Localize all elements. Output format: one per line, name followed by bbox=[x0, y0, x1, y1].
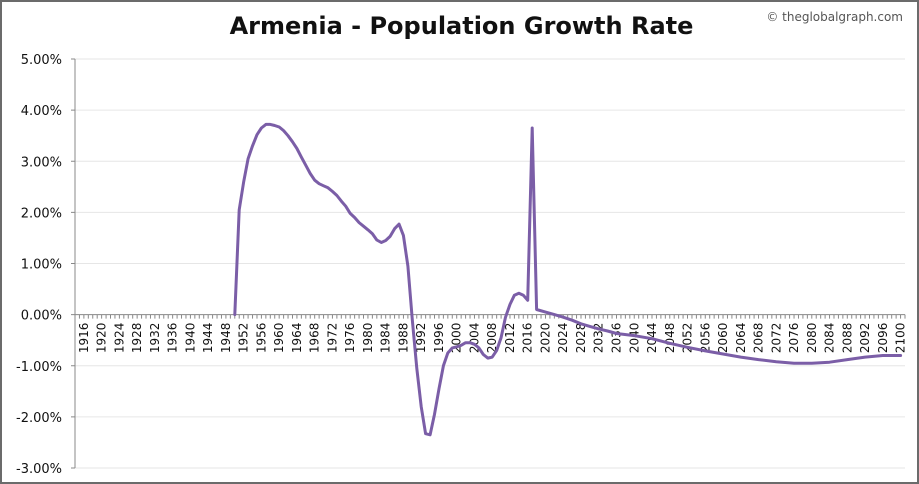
x-tick-label: 2072 bbox=[769, 323, 783, 354]
y-tick-label: 3.00% bbox=[21, 155, 62, 170]
x-tick-label: 1960 bbox=[272, 323, 286, 354]
x-tick-label: 1916 bbox=[77, 323, 91, 354]
x-tick-label: 1932 bbox=[148, 323, 162, 354]
x-tick-label: 2012 bbox=[503, 323, 517, 354]
y-tick-label: 0.00% bbox=[21, 309, 62, 324]
chart-title: Armenia - Population Growth Rate bbox=[229, 12, 694, 40]
x-tick-label: 1948 bbox=[219, 323, 233, 354]
y-tick-label: 2.00% bbox=[21, 206, 62, 221]
y-tick-label: 4.00% bbox=[21, 104, 62, 119]
x-tick-label: 1972 bbox=[325, 323, 339, 354]
x-tick-label: 1984 bbox=[379, 323, 393, 354]
y-tick-label: 1.00% bbox=[21, 258, 62, 273]
x-tick-label: 2068 bbox=[752, 323, 766, 354]
x-tick-label: 1964 bbox=[290, 323, 304, 354]
series bbox=[233, 122, 903, 437]
x-tick-label: 2060 bbox=[716, 323, 730, 354]
x-tick-label: 2008 bbox=[485, 323, 499, 354]
x-tick-label: 1996 bbox=[432, 323, 446, 354]
x-tick-label: 2096 bbox=[876, 323, 890, 354]
x-tick-label: 2100 bbox=[894, 323, 908, 354]
x-tick-label: 2048 bbox=[663, 323, 677, 354]
x-tick-label: 2056 bbox=[698, 323, 712, 354]
x-tick-label: 1976 bbox=[343, 323, 357, 354]
x-tick-label: 1956 bbox=[254, 323, 268, 354]
axes bbox=[71, 58, 906, 469]
y-tick-label: -1.00% bbox=[16, 360, 62, 375]
x-tick-label: 2084 bbox=[823, 323, 837, 354]
x-tick-label: 2092 bbox=[858, 323, 872, 354]
x-tick-label: 1936 bbox=[166, 323, 180, 354]
x-tick-label: 2080 bbox=[805, 323, 819, 354]
x-tick-label: 1968 bbox=[308, 323, 322, 354]
x-tick-label: 1992 bbox=[414, 323, 428, 354]
x-tick-label: 1940 bbox=[183, 323, 197, 354]
x-tick-label: 2016 bbox=[521, 323, 535, 354]
x-tick-label: 1928 bbox=[130, 323, 144, 354]
y-tick-label: -2.00% bbox=[16, 411, 62, 426]
y-tick-label: 5.00% bbox=[21, 53, 62, 68]
x-tick-label: 1988 bbox=[396, 323, 410, 354]
watermark: © theglobalgraph.com bbox=[766, 10, 903, 24]
x-tick-label: 2024 bbox=[556, 323, 570, 354]
x-tick-label: 2020 bbox=[538, 323, 552, 354]
x-tick-label: 1924 bbox=[112, 323, 126, 354]
y-tick-labels: 5.00% 4.00% 3.00% 2.00% 1.00% 0.00% -1.00% -2.0… bbox=[16, 53, 62, 477]
x-tick-label: 2076 bbox=[787, 323, 801, 354]
gridlines bbox=[75, 58, 905, 469]
series-line bbox=[233, 122, 903, 437]
x-tick-label: 1952 bbox=[237, 323, 251, 354]
x-tick-label: 1980 bbox=[361, 323, 375, 354]
y-tick-label: -3.00% bbox=[16, 462, 62, 477]
x-tick-label: 1944 bbox=[201, 323, 215, 354]
x-tick-labels: 1916 1920 1924 1928 1932 1936 1940 1944 1948 1952… bbox=[77, 323, 908, 354]
x-tick-label: 2040 bbox=[627, 323, 641, 354]
x-tick-label: 1920 bbox=[95, 323, 109, 354]
x-tick-label: 2028 bbox=[574, 323, 588, 354]
x-tick-label: 2036 bbox=[609, 323, 623, 354]
x-tick-label: 2088 bbox=[840, 323, 854, 354]
x-tick-label: 2064 bbox=[734, 323, 748, 354]
